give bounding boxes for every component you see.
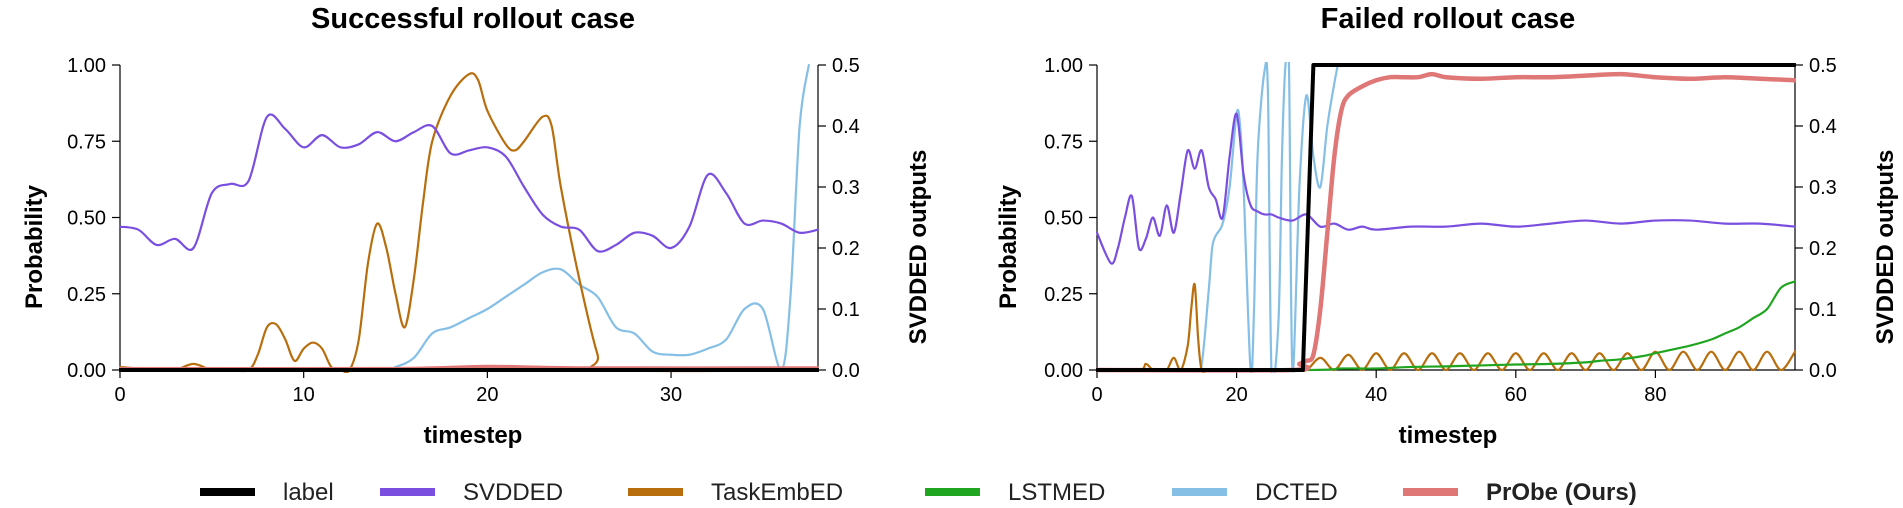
y-tick-label: 0.75	[1044, 131, 1083, 153]
x-tick-label: 60	[1505, 384, 1527, 406]
y2-tick-label: 0.0	[1809, 360, 1837, 382]
y2-tick-label: 0.2	[832, 238, 860, 260]
legend-label: PrObe (Ours)	[1486, 479, 1637, 506]
y2-tick-label: 0.5	[1809, 55, 1837, 77]
x-tick-label: 0	[114, 384, 125, 406]
y-tick-label: 0.50	[1044, 208, 1083, 230]
y2-tick-label: 0.1	[1809, 299, 1837, 321]
chart-title-failed: Failed rollout case	[1321, 3, 1576, 35]
legend-item-taskembed: TaskEmbED	[628, 479, 843, 506]
chart-title-successful: Successful rollout case	[311, 3, 635, 35]
legend-item-lstmed: LSTMED	[925, 479, 1105, 506]
y-tick-label: 0.50	[67, 208, 106, 230]
y-tick-label: 0.25	[1044, 284, 1083, 306]
series-group	[119, 63, 819, 373]
x-tick-label: 30	[660, 384, 682, 406]
series-line-svdded	[119, 113, 819, 253]
x-tick-label: 10	[293, 384, 315, 406]
y-tick-label: 0.00	[67, 360, 106, 382]
legend-item-probe: PrObe (Ours)	[1403, 479, 1637, 506]
y2-tick-label: 0.3	[1809, 177, 1837, 199]
panel-successful: Successful rollout case timestep Probabi…	[21, 3, 932, 449]
legend-label: SVDDED	[463, 479, 563, 506]
legend-label: DCTED	[1255, 479, 1338, 506]
series-group	[1096, 62, 1796, 373]
legend-item-svdded: SVDDED	[380, 479, 563, 506]
legend-swatch	[925, 488, 980, 496]
y-axis-label-successful: Probability	[21, 184, 48, 309]
series-line-label	[1096, 63, 1796, 372]
x-tick-label: 20	[476, 384, 498, 406]
plot-failed: 0.000.250.500.751.000.00.10.20.30.40.50 2…	[1044, 55, 1837, 406]
y-tick-label: 1.00	[67, 55, 106, 77]
legend-swatch	[1172, 488, 1227, 496]
series-line-svdded	[1096, 112, 1796, 265]
y2-axis-label-successful: SVDDED outputs	[905, 150, 932, 345]
x-tick-label: 80	[1644, 384, 1666, 406]
y2-tick-label: 0.5	[832, 55, 860, 77]
y-tick-label: 0.00	[1044, 360, 1083, 382]
y-tick-label: 0.75	[67, 131, 106, 153]
y2-tick-label: 0.1	[832, 299, 860, 321]
y-axis-label-failed: Probability	[995, 184, 1022, 309]
y2-tick-label: 0.3	[832, 177, 860, 199]
legend: label SVDDED TaskEmbED LSTMED DCTED PrObe (Ou…	[200, 479, 1637, 506]
legend-swatch	[200, 488, 255, 496]
legend-label: label	[283, 479, 334, 506]
y2-tick-label: 0.4	[1809, 116, 1837, 138]
series-line-probe	[1096, 71, 1796, 373]
x-tick-label: 40	[1365, 384, 1387, 406]
x-tick-label: 20	[1225, 384, 1247, 406]
plot-successful: 0.000.250.500.751.000.00.10.20.30.40.50 1…	[67, 55, 860, 406]
y2-tick-label: 0.2	[1809, 238, 1837, 260]
legend-label: LSTMED	[1008, 479, 1105, 506]
series-line-lstmed	[1096, 280, 1796, 372]
y-tick-label: 1.00	[1044, 55, 1083, 77]
series-line-dcted	[119, 63, 810, 372]
series-line-dcted	[1096, 62, 1339, 373]
x-axis-label-failed: timestep	[1399, 422, 1498, 449]
legend-swatch	[628, 488, 683, 496]
legend-swatch	[1403, 488, 1458, 496]
legend-label: TaskEmbED	[711, 479, 843, 506]
x-axis-label-successful: timestep	[424, 422, 523, 449]
y2-tick-label: 0.0	[832, 360, 860, 382]
legend-swatch	[380, 488, 435, 496]
legend-item-label: label	[200, 479, 334, 506]
series-line-taskembed	[119, 72, 819, 373]
y2-axis-label-failed: SVDDED outputs	[1872, 150, 1899, 345]
plot-areas: 0.000.250.500.751.000.00.10.20.30.40.50 1…	[67, 55, 1837, 406]
y-tick-label: 0.25	[67, 284, 106, 306]
x-tick-label: 0	[1091, 384, 1102, 406]
panel-failed: Failed rollout case timestep Probability…	[995, 3, 1899, 449]
series-line-taskembed	[1096, 282, 1796, 373]
y2-tick-label: 0.4	[832, 116, 860, 138]
legend-item-dcted: DCTED	[1172, 479, 1338, 506]
